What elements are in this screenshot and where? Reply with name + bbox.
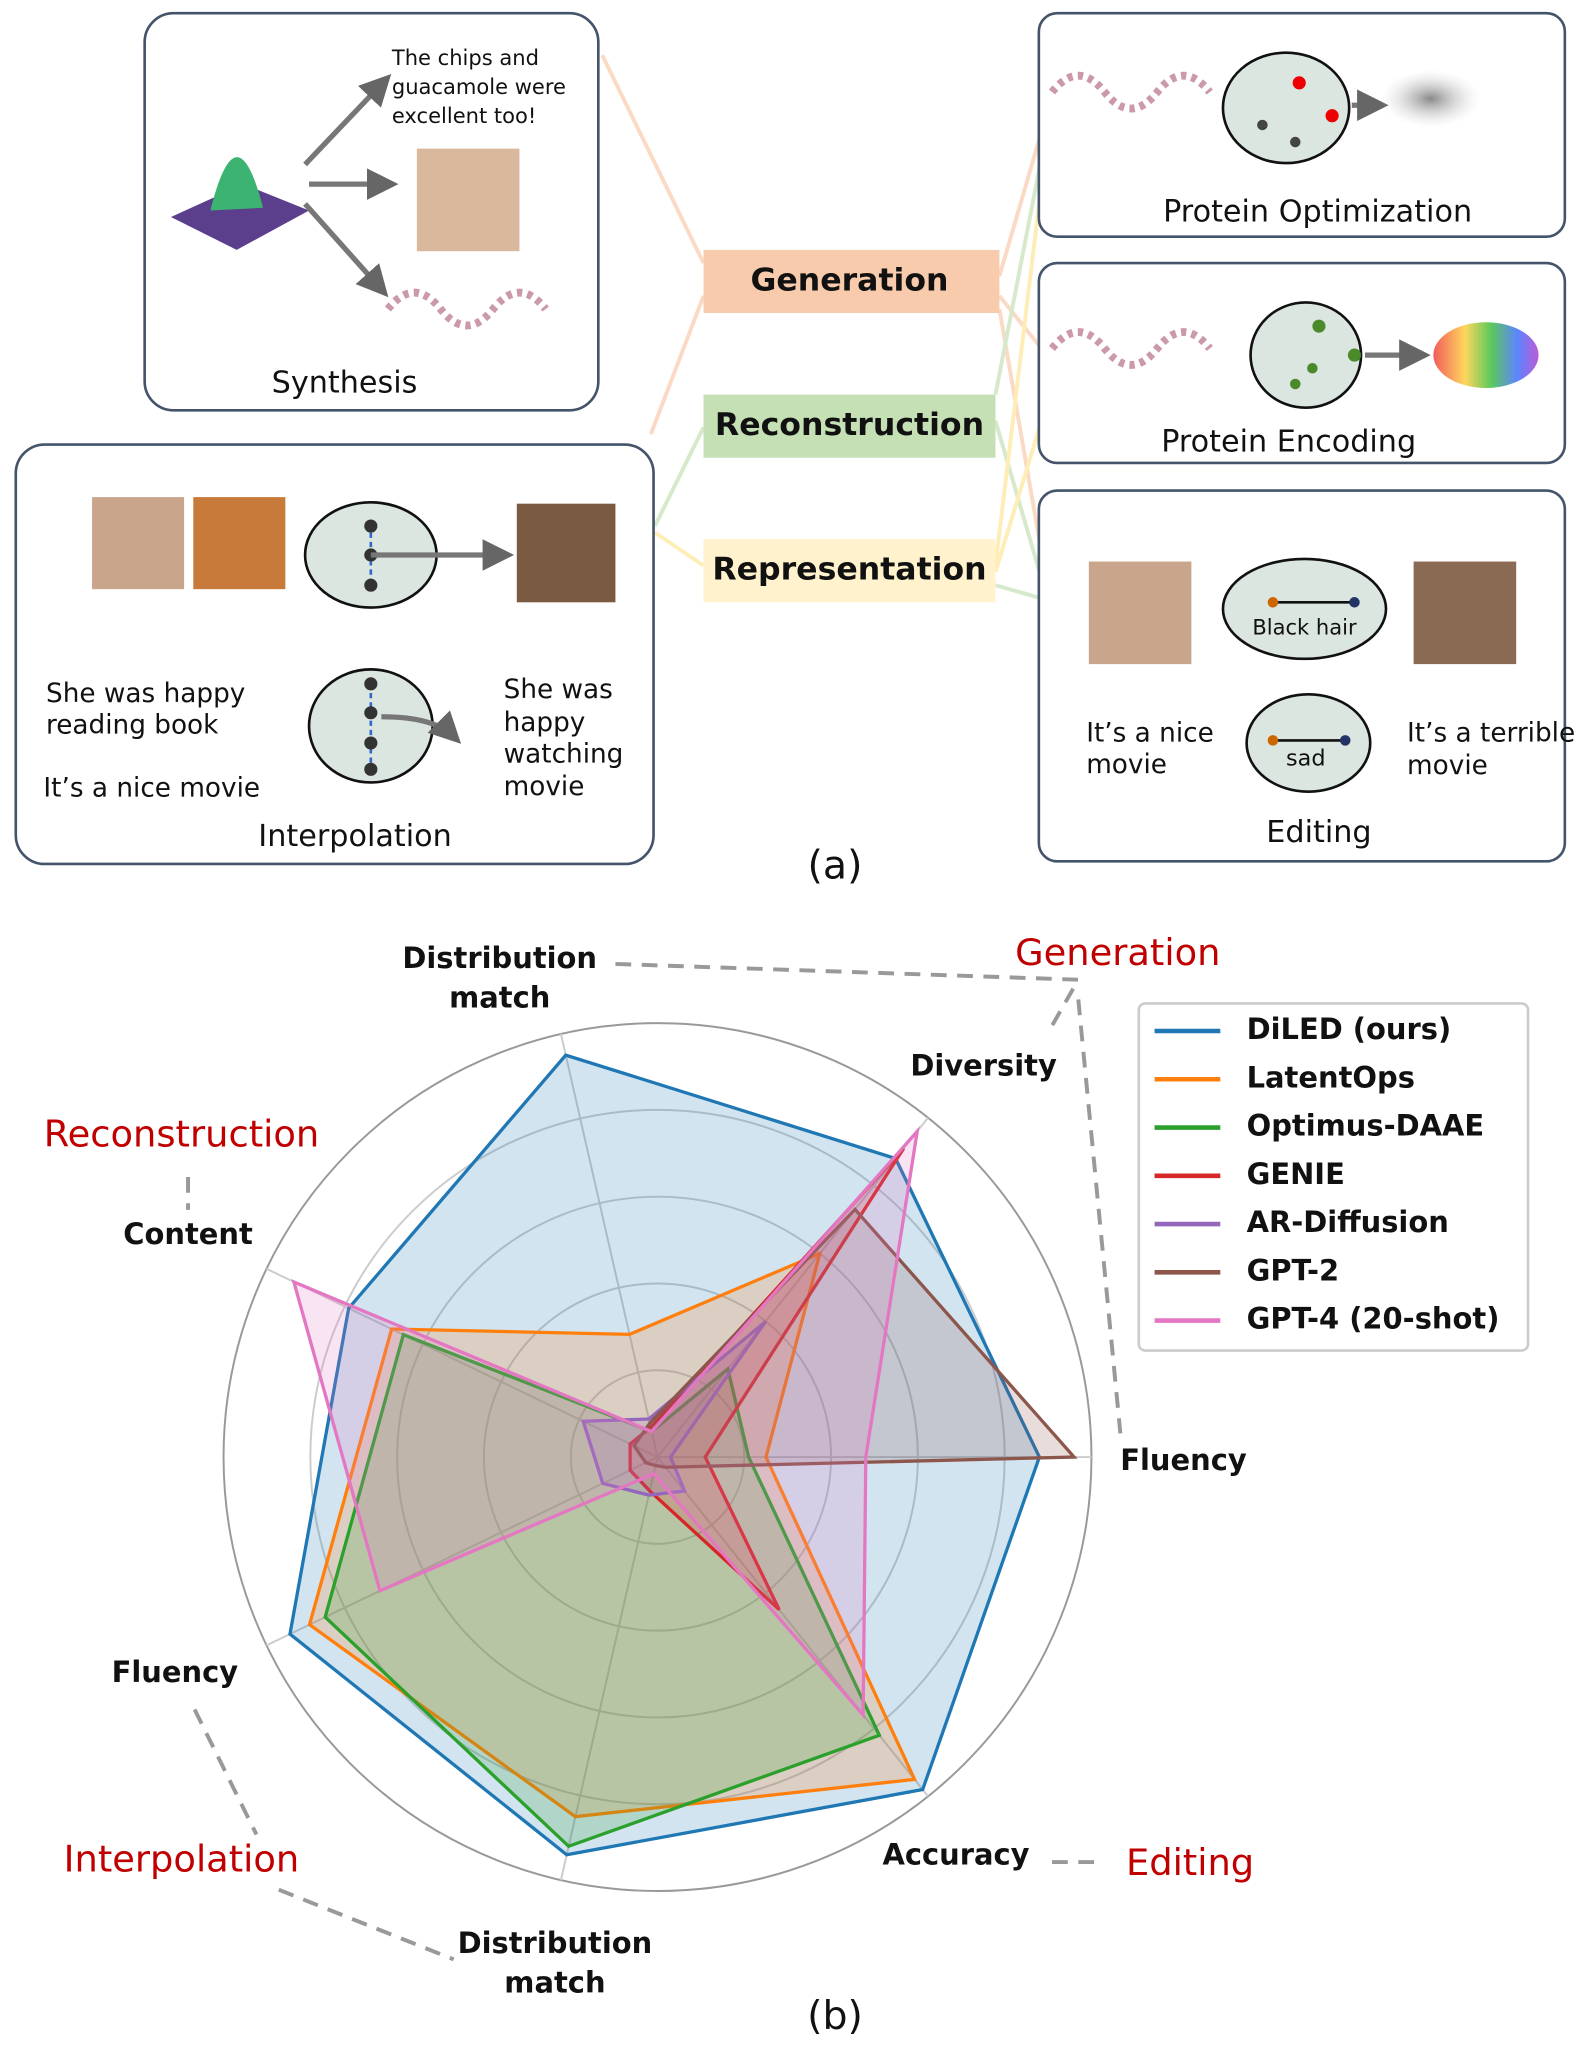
axis-label: Content	[123, 1219, 253, 1252]
group-label: Generation	[1015, 931, 1220, 974]
face-image	[416, 148, 520, 252]
axis-label: Fluency	[111, 1656, 239, 1690]
box-title: Protein Encoding	[1161, 425, 1416, 460]
latent-space	[1221, 557, 1388, 661]
series-area	[288, 1053, 1042, 1857]
latent-space	[1249, 301, 1363, 410]
arrow	[381, 710, 462, 744]
axis-label-text: Diversity	[910, 1050, 1057, 1084]
synthesis-text: excellent too!	[392, 103, 536, 128]
legend	[1137, 1002, 1530, 1352]
synthesis-text: The chips and	[391, 45, 539, 70]
interp-text: It’s a nice movie	[43, 774, 260, 804]
series-area	[291, 1126, 920, 1720]
surface-peak	[210, 157, 263, 211]
group-label: Interpolation	[64, 1837, 300, 1880]
interp-text: She was	[504, 675, 613, 705]
interp-text: happy	[504, 708, 586, 738]
axis-label: Distribution match	[402, 942, 598, 1016]
interp-text: watching	[504, 739, 624, 769]
panel-label: (a)	[808, 842, 863, 888]
edit-text: movie	[1086, 750, 1167, 780]
axis-label: Fluency	[1120, 1445, 1247, 1479]
output-image	[516, 503, 616, 603]
latent-space	[1245, 693, 1372, 793]
point-cloud	[1433, 322, 1539, 388]
legend-label: LatentOps	[1247, 1060, 1415, 1094]
tiger-image	[193, 497, 286, 590]
arrow	[303, 73, 392, 167]
center-label: Reconstruction	[715, 407, 984, 443]
spoke	[559, 1456, 659, 1881]
dna	[1048, 71, 1213, 113]
legend-label: AR-Diffusion	[1247, 1205, 1449, 1239]
legend-label: GPT-4 (20-shot)	[1247, 1302, 1500, 1336]
edit-text: Black hair	[1252, 615, 1357, 640]
center-box	[703, 539, 996, 603]
group-line	[192, 1708, 455, 1962]
spoke	[559, 1033, 659, 1458]
legend-label: GENIE	[1247, 1157, 1345, 1191]
axis-label-text: Fluency	[1120, 1445, 1247, 1479]
face-image	[1413, 561, 1517, 665]
axis-label-text: Distribution match	[457, 1927, 653, 2001]
box-title: Synthesis	[272, 366, 418, 401]
box-title: Protein Optimization	[1163, 195, 1472, 230]
radar: Fluency Diversity Distribution match Conten…	[111, 942, 1530, 2001]
center-label: Generation	[750, 262, 948, 298]
arrow	[303, 202, 389, 298]
face-image	[92, 497, 185, 590]
latent-space	[1221, 51, 1351, 165]
legend-label: GPT-2	[1247, 1253, 1340, 1287]
axis-label-text: Accuracy	[882, 1839, 1030, 1873]
center-label: Representation	[712, 552, 986, 588]
axis-label-text: Content	[123, 1219, 253, 1252]
series-area	[632, 1206, 1078, 1469]
interp-text: movie	[504, 772, 585, 802]
panel-label: (b)	[807, 1993, 863, 2039]
axis-label-text: Fluency	[111, 1656, 239, 1690]
spoke	[266, 1456, 658, 1647]
face-image	[1088, 561, 1192, 665]
group-label: Editing	[1126, 1841, 1254, 1884]
edit-text: sad	[1286, 745, 1326, 771]
box-title: Interpolation	[258, 819, 452, 854]
edit-text: It’s a terrible	[1407, 718, 1575, 748]
synthesis-box	[143, 11, 600, 412]
group-label: Reconstruction	[44, 1113, 320, 1156]
connectors	[600, 54, 1044, 601]
legend-label: DiLED (ours)	[1247, 1012, 1452, 1046]
axis-label: Diversity	[910, 1050, 1057, 1084]
center-box	[703, 249, 1000, 314]
interp-text: She was happy	[46, 679, 245, 709]
synthesis-text: guacamole were	[392, 74, 566, 99]
edit-text: movie	[1407, 751, 1488, 781]
spoke	[656, 1456, 929, 1797]
surface-plot	[170, 184, 310, 250]
axis-label: Distribution match	[457, 1927, 653, 2001]
box-title: Editing	[1266, 815, 1371, 850]
spoke	[656, 1117, 929, 1458]
series-area	[307, 1250, 917, 1819]
center-box	[703, 394, 996, 458]
group-line	[615, 961, 1123, 1434]
point-cloud	[1380, 69, 1481, 128]
dna	[1048, 328, 1213, 369]
axis-label-text: Distribution match	[402, 942, 598, 1016]
series-area	[323, 1332, 882, 1849]
axis-label: Accuracy	[882, 1839, 1030, 1873]
editing-box	[1037, 489, 1567, 863]
spoke	[266, 1267, 658, 1458]
legend-label: Optimus-DAAE	[1247, 1109, 1485, 1143]
edit-text: It’s a nice	[1086, 718, 1214, 748]
interp-text: reading book	[46, 710, 219, 740]
dna	[384, 288, 549, 330]
